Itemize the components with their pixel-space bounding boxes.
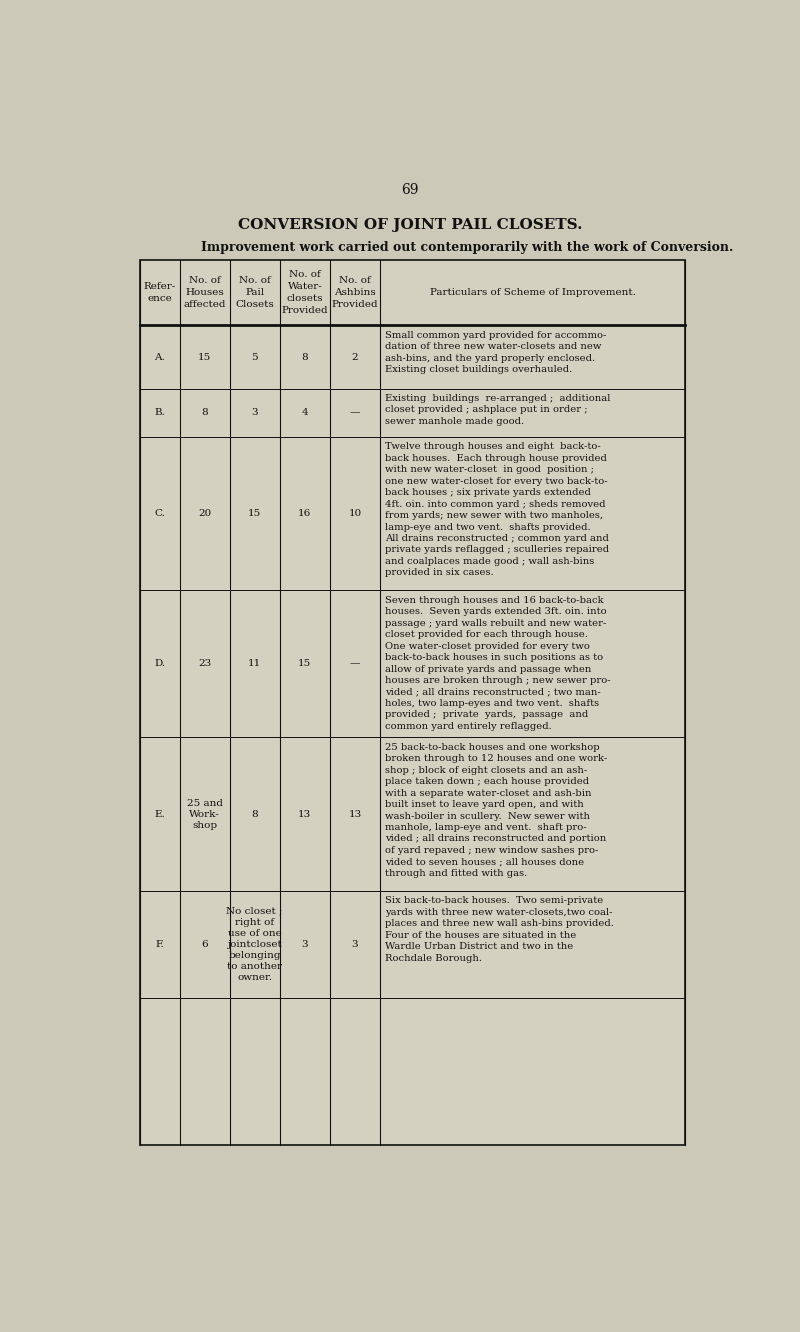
Text: No. of
Ashbins
Provided: No. of Ashbins Provided bbox=[332, 276, 378, 309]
Text: Seven through houses and 16 back-to-back
houses.  Seven yards extended 3ft. oin.: Seven through houses and 16 back-to-back… bbox=[385, 595, 610, 731]
Text: Six back-to-back houses.  Two semi-private
yards with three new water-closets,tw: Six back-to-back houses. Two semi-privat… bbox=[385, 896, 614, 963]
Text: Small common yard provided for accommo-
dation of three new water-closets and ne: Small common yard provided for accommo- … bbox=[385, 330, 606, 374]
Text: Twelve through houses and eight  back-to-
back houses.  Each through house provi: Twelve through houses and eight back-to-… bbox=[385, 442, 609, 577]
Text: 13: 13 bbox=[298, 810, 311, 819]
Text: CONVERSION OF JOINT PAIL CLOSETS.: CONVERSION OF JOINT PAIL CLOSETS. bbox=[238, 217, 582, 232]
Text: No. of
Water-
closets
Provided: No. of Water- closets Provided bbox=[282, 270, 328, 314]
Text: 4: 4 bbox=[302, 409, 308, 417]
Text: 10: 10 bbox=[348, 509, 362, 518]
Text: D.: D. bbox=[154, 659, 166, 669]
Text: 8: 8 bbox=[202, 409, 208, 417]
Text: 5: 5 bbox=[251, 353, 258, 361]
Text: No. of
Pail
Closets: No. of Pail Closets bbox=[235, 276, 274, 309]
Text: A.: A. bbox=[154, 353, 166, 361]
Text: 69: 69 bbox=[402, 182, 418, 197]
Text: Refer-
ence: Refer- ence bbox=[144, 282, 176, 304]
Text: 15: 15 bbox=[198, 353, 211, 361]
Text: 15: 15 bbox=[248, 509, 262, 518]
Text: 13: 13 bbox=[348, 810, 362, 819]
Text: 15: 15 bbox=[298, 659, 311, 669]
Text: 6: 6 bbox=[202, 940, 208, 948]
Text: No. of
Houses
affected: No. of Houses affected bbox=[183, 276, 226, 309]
Text: 2: 2 bbox=[352, 353, 358, 361]
Text: —: — bbox=[350, 659, 360, 669]
Text: Improvement work carried out contemporarily with the work of Conversion.: Improvement work carried out contemporar… bbox=[201, 241, 733, 253]
Text: 25 back-to-back houses and one workshop
broken through to 12 houses and one work: 25 back-to-back houses and one workshop … bbox=[385, 743, 607, 878]
Text: 3: 3 bbox=[251, 409, 258, 417]
Text: No closet ;
right of
use of one
jointcloset
belonging
to another
owner.: No closet ; right of use of one jointclo… bbox=[226, 907, 283, 982]
Text: 8: 8 bbox=[251, 810, 258, 819]
Text: E.: E. bbox=[154, 810, 166, 819]
Text: 20: 20 bbox=[198, 509, 211, 518]
Text: C.: C. bbox=[154, 509, 166, 518]
Text: B.: B. bbox=[154, 409, 166, 417]
Text: 3: 3 bbox=[302, 940, 308, 948]
Text: —: — bbox=[350, 409, 360, 417]
Text: Particulars of Scheme of Improvement.: Particulars of Scheme of Improvement. bbox=[430, 288, 635, 297]
Text: 25 and
Work-
shop: 25 and Work- shop bbox=[186, 799, 222, 830]
FancyBboxPatch shape bbox=[140, 260, 685, 1146]
Text: 23: 23 bbox=[198, 659, 211, 669]
Text: F.: F. bbox=[155, 940, 164, 948]
Text: 8: 8 bbox=[302, 353, 308, 361]
Text: 11: 11 bbox=[248, 659, 262, 669]
Text: 16: 16 bbox=[298, 509, 311, 518]
Text: 3: 3 bbox=[352, 940, 358, 948]
Text: Existing  buildings  re-arranged ;  additional
closet provided ; ashplace put in: Existing buildings re-arranged ; additio… bbox=[385, 394, 610, 426]
